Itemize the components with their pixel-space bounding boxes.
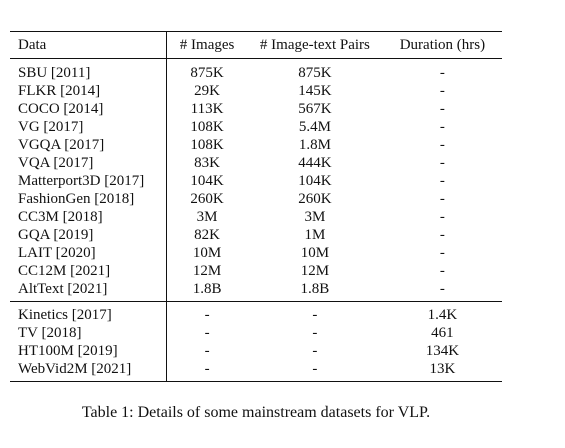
duration-cell: -: [439, 245, 445, 261]
images-count-cell: 83K: [166, 154, 247, 172]
table-row: Kinetics [2017] - -1.4K: [10, 301, 502, 324]
dataset-name-cell: AltText [2021]: [18, 281, 108, 297]
pairs-count-cell: 567K: [298, 101, 332, 117]
pairs-count-cell: -: [312, 325, 318, 341]
images-count-cell: 104K: [166, 172, 247, 190]
pairs-count-cell: 10M: [300, 245, 330, 261]
dataset-name-cell: HT100M [2019]: [18, 343, 118, 359]
header-data: Data: [10, 31, 167, 59]
duration-cell: -: [439, 65, 445, 81]
images-count-cell: -: [166, 342, 247, 360]
dataset-name-cell: CC3M [2018]: [18, 209, 103, 225]
pairs-count-cell: -: [247, 301, 383, 324]
table-row: CC12M [2021] 12M 12M -: [10, 262, 502, 280]
pairs-count-cell: 145K: [298, 83, 332, 99]
duration-cell: -: [439, 281, 445, 297]
images-count-cell: -: [166, 301, 247, 324]
table-row: AltText [2021] 1.8B 1.8B -: [10, 280, 502, 302]
table-row: VQA [2017] 83K 444K -: [10, 154, 502, 172]
images-count-cell: -: [166, 324, 247, 342]
images-count-cell: 113K: [166, 100, 247, 118]
header-image-text-pairs: # Image-text Pairs: [247, 31, 383, 59]
dataset-name-cell: SBU [2011]: [18, 65, 91, 81]
pairs-count-cell: 260K: [298, 191, 332, 207]
table-row: CC3M [2018] 3M 3M -: [10, 208, 502, 226]
duration-cell: -: [439, 191, 445, 207]
pairs-count-cell: 3M: [304, 209, 326, 225]
table-row: FashionGen [2018] 260K 260K -: [10, 190, 502, 208]
table-row: LAIT [2020] 10M 10M -: [10, 244, 502, 262]
images-count-cell: 108K: [166, 118, 247, 136]
table-caption: Table 1: Details of some mainstream data…: [81, 404, 431, 421]
table-row: HT100M [2019] - - 134K: [10, 342, 502, 360]
duration-cell: -: [439, 227, 445, 243]
image-datasets-group: SBU [2011] 875K 875K - FLKR [2014] 29K 145K - CO…: [10, 58, 502, 302]
images-count-cell: 3M: [166, 208, 247, 226]
duration-cell: 1.4K: [382, 301, 502, 324]
dataset-name-cell: Matterport3D [2017]: [18, 173, 145, 189]
header-row: Data # Images # Image-text Pairs Duratio…: [10, 31, 502, 59]
pairs-count-cell: 444K: [298, 155, 332, 171]
duration-cell: 13K: [382, 360, 502, 382]
header-images: # Images: [166, 31, 247, 59]
table-row: GQA [2019] 82K 1M -: [10, 226, 502, 244]
images-count-cell: 875K: [166, 58, 247, 82]
table-row: VG [2017] 108K 5.4M -: [10, 118, 502, 136]
pairs-count-cell: 875K: [298, 65, 332, 81]
table-row: TV [2018] - - 461: [10, 324, 502, 342]
duration-cell: -: [439, 137, 445, 153]
table-header: Data # Images # Image-text Pairs Duratio…: [10, 31, 502, 59]
pairs-count-cell: 104K: [298, 173, 332, 189]
pairs-count-cell: -: [247, 360, 383, 382]
duration-cell: -: [439, 263, 445, 279]
images-count-cell: 108K: [166, 136, 247, 154]
header-duration: Duration (hrs): [382, 31, 502, 59]
pairs-count-cell: 1.8M: [298, 137, 331, 153]
duration-cell: 461: [431, 325, 454, 341]
images-count-cell: 10M: [166, 244, 247, 262]
duration-cell: -: [439, 101, 445, 117]
dataset-name-cell: VG [2017]: [18, 119, 84, 135]
images-count-cell: 82K: [166, 226, 247, 244]
dataset-table-container: Data # Images # Image-text Pairs Duratio…: [10, 31, 502, 382]
dataset-name-cell: COCO [2014]: [18, 101, 104, 117]
pairs-count-cell: 1.8B: [300, 281, 330, 297]
pairs-count-cell: -: [312, 343, 318, 359]
duration-cell: -: [439, 173, 445, 189]
table-row: Matterport3D [2017] 104K 104K -: [10, 172, 502, 190]
dataset-name-cell: WebVid2M [2021]: [10, 360, 167, 382]
duration-cell: 134K: [425, 343, 460, 359]
dataset-name-cell: VGQA [2017]: [18, 137, 105, 153]
table-row: VGQA [2017] 108K 1.8M -: [10, 136, 502, 154]
table-row: SBU [2011] 875K 875K -: [10, 58, 502, 82]
images-count-cell: 12M: [166, 262, 247, 280]
images-count-cell: 260K: [166, 190, 247, 208]
dataset-name-cell: LAIT [2020]: [18, 245, 96, 261]
pairs-count-cell: 5.4M: [298, 119, 331, 135]
images-count-cell: 1.8B: [166, 280, 247, 302]
table-row: WebVid2M [2021] - -13K: [10, 360, 502, 382]
table-row: COCO [2014] 113K 567K -: [10, 100, 502, 118]
dataset-name-cell: FLKR [2014]: [18, 83, 101, 99]
dataset-name-cell: FashionGen [2018]: [18, 191, 135, 207]
duration-cell: -: [439, 209, 445, 225]
dataset-name-cell: Kinetics [2017]: [10, 301, 167, 324]
pairs-count-cell: 1M: [304, 227, 326, 243]
dataset-name-cell: GQA [2019]: [18, 227, 94, 243]
images-count-cell: -: [166, 360, 247, 382]
video-datasets-group: Kinetics [2017] - -1.4K TV [2018] - -461 HT100…: [10, 301, 502, 382]
table-row: FLKR [2014] 29K 145K -: [10, 82, 502, 100]
duration-cell: -: [439, 155, 445, 171]
pairs-count-cell: 12M: [300, 263, 330, 279]
dataset-name-cell: VQA [2017]: [18, 155, 94, 171]
duration-cell: -: [439, 119, 445, 135]
dataset-name-cell: CC12M [2021]: [18, 263, 111, 279]
dataset-name-cell: TV [2018]: [18, 325, 82, 341]
dataset-table: Data # Images # Image-text Pairs Duratio…: [10, 31, 502, 382]
images-count-cell: 29K: [166, 82, 247, 100]
duration-cell: -: [439, 83, 445, 99]
